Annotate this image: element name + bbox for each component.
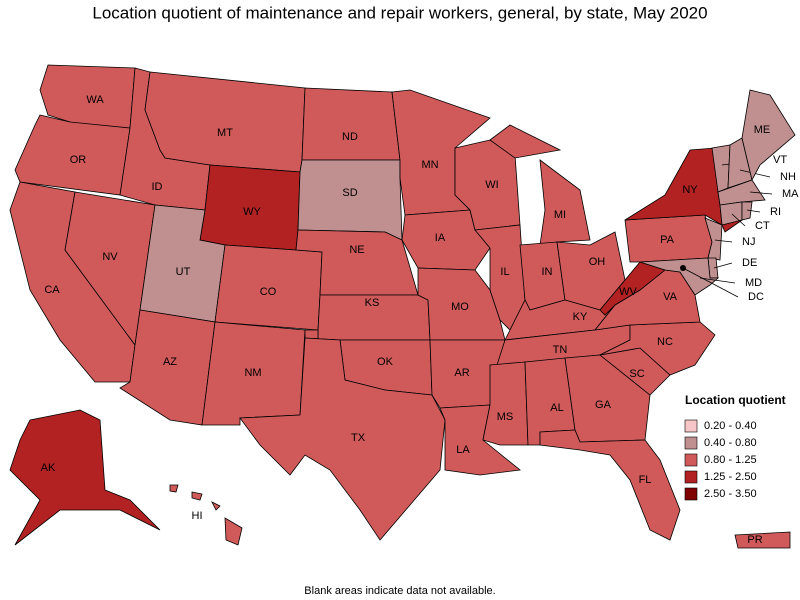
state (717, 179, 766, 206)
leader-line (749, 191, 773, 195)
state-label: WI (485, 179, 498, 191)
state-label: NH (780, 171, 796, 183)
state-label: WV (619, 286, 637, 298)
state (14, 114, 131, 196)
state (169, 484, 243, 546)
state-label: TX (351, 432, 366, 444)
state-label: CT (755, 220, 770, 232)
state-label: MT (217, 127, 233, 139)
state-label: TN (553, 344, 568, 356)
state-label: LA (456, 444, 470, 456)
state-label: KY (573, 311, 588, 323)
state-label: RI (770, 206, 781, 218)
state-label: MI (554, 209, 566, 221)
legend-swatch (684, 453, 698, 467)
state (741, 201, 753, 221)
state-label: ID (152, 181, 163, 193)
state-label: IA (435, 232, 446, 244)
footnote: Blank areas indicate data not available. (304, 585, 495, 597)
state-label: MN (421, 159, 438, 171)
state-label: MO (451, 301, 469, 313)
legend-label: 0.80 - 1.25 (704, 454, 757, 466)
legend-label: 0.40 - 0.80 (704, 437, 757, 449)
state-label: MS (497, 411, 514, 423)
state (599, 321, 716, 376)
leader-line (746, 209, 761, 213)
state-label: AK (41, 462, 56, 474)
state (144, 71, 306, 173)
state-label: VA (663, 291, 678, 303)
leader-line (713, 262, 733, 269)
leader-line (714, 239, 733, 243)
state (639, 257, 720, 296)
state-label: KS (365, 297, 380, 309)
state-label: UT (176, 266, 191, 278)
state-label: CA (44, 284, 60, 296)
state-label: NJ (742, 236, 755, 248)
state-label: MD (745, 277, 762, 289)
state (734, 531, 791, 549)
state-label: OR (70, 154, 87, 166)
state-label: WY (243, 206, 261, 218)
state-label: NY (682, 184, 698, 196)
leader-line (699, 277, 736, 284)
state (239, 337, 446, 541)
state (482, 361, 529, 446)
state (301, 87, 401, 161)
state-label: VT (773, 154, 787, 166)
legend-label: 0.20 - 0.40 (704, 420, 757, 432)
legend-swatch (684, 419, 698, 433)
state-label: WA (86, 94, 104, 106)
state-label: OH (589, 256, 606, 268)
state (474, 224, 526, 331)
state-label: NM (244, 367, 261, 379)
state-label: IN (542, 266, 553, 278)
state-label: SC (629, 368, 644, 380)
leader-line (731, 213, 746, 227)
state-label: AL (550, 402, 563, 414)
state-label: CO (260, 286, 277, 298)
state-label: ME (754, 124, 771, 136)
legend-swatch (684, 470, 698, 484)
state-label: NC (657, 336, 673, 348)
state (599, 261, 666, 316)
legend-swatch (684, 436, 698, 450)
state-label: DC (748, 291, 764, 303)
legend-swatch (684, 487, 698, 501)
legend-title: Location quotient (685, 393, 786, 407)
state-label: NE (349, 244, 364, 256)
state-label: HI (192, 510, 203, 522)
state (297, 159, 403, 241)
legend-label: 2.50 - 3.50 (704, 488, 757, 500)
state-label: MA (782, 188, 799, 200)
state-label: OK (377, 356, 394, 368)
state-label: PR (747, 534, 762, 546)
state (539, 429, 681, 541)
state-label: ND (342, 131, 358, 143)
state-label: AZ (163, 356, 177, 368)
state-label: NV (102, 251, 118, 263)
state-label: PA (660, 234, 675, 246)
leader-line (682, 267, 739, 298)
state-label: AR (454, 367, 469, 379)
state-label: IL (500, 266, 509, 278)
state-label: DE (742, 257, 757, 269)
legend-label: 1.25 - 2.50 (704, 471, 757, 483)
state-label: SD (342, 187, 357, 199)
map-title: Location quotient of maintenance and rep… (92, 3, 707, 22)
state-label: GA (595, 399, 612, 411)
state (9, 409, 161, 546)
state-label: FL (639, 474, 652, 486)
